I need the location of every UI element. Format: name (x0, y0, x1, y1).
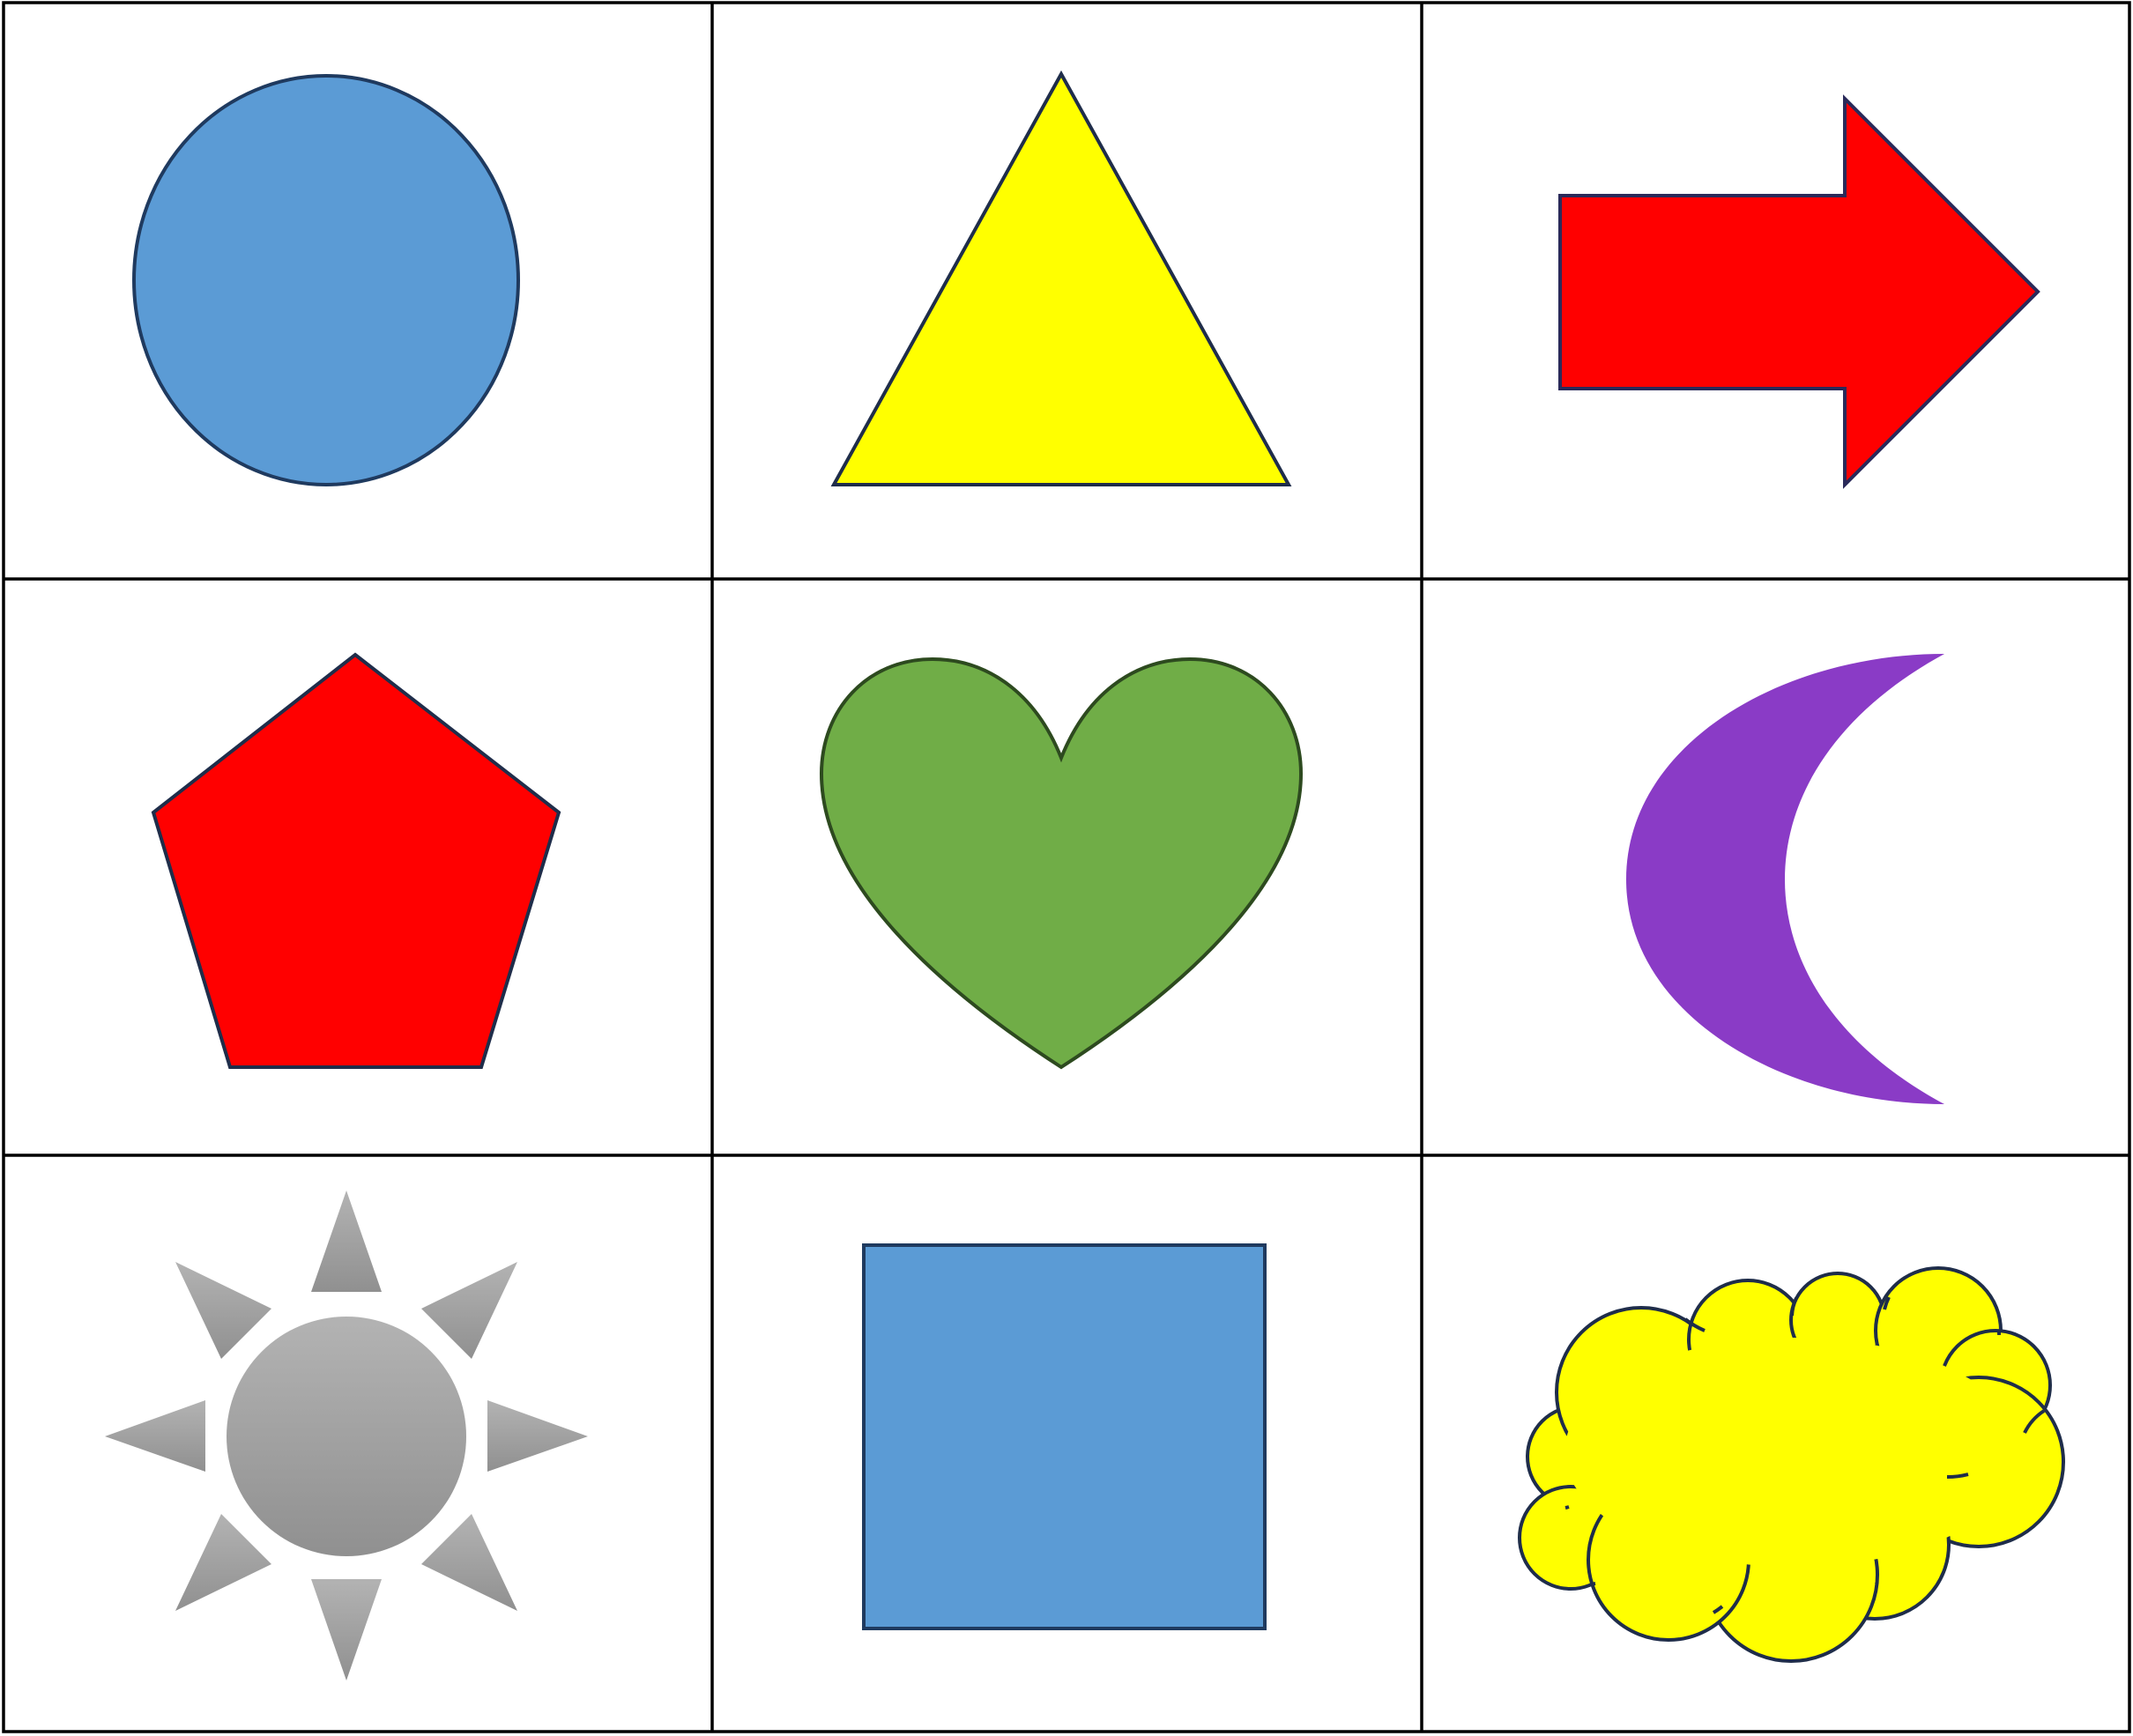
cloud-body (1564, 1338, 2023, 1567)
moon-shape (1626, 654, 1944, 1104)
triangle-shape (830, 70, 1292, 486)
sun-ray-s (311, 1579, 382, 1680)
arrow-shape (1558, 94, 2040, 489)
cloud-shape (1518, 1266, 2065, 1663)
sun-shape (105, 1191, 588, 1680)
circle-shape (132, 74, 520, 486)
sun-ray-w (105, 1400, 205, 1472)
heart-shape (819, 657, 1304, 1070)
sun-ray-ne (421, 1262, 517, 1359)
pentagon-shape (151, 652, 561, 1069)
sun-ray-e (487, 1400, 588, 1472)
cloud-arcs (1564, 1296, 2046, 1614)
sun-ray-nw (175, 1262, 271, 1359)
sun-ray-n (311, 1191, 382, 1292)
square-shape (862, 1243, 1267, 1630)
sun-ray-sw (175, 1514, 271, 1611)
sun-ray-se (421, 1514, 517, 1611)
sun-core (227, 1317, 466, 1556)
